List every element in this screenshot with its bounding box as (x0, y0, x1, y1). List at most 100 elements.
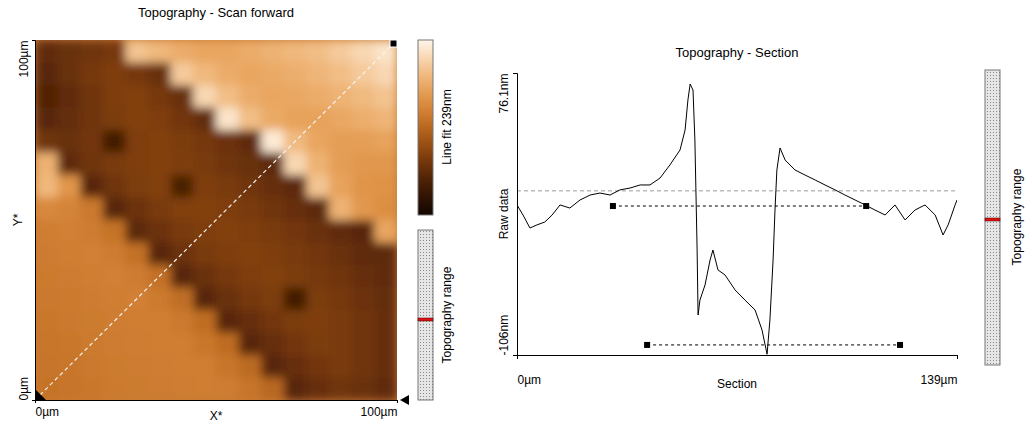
cell (35, 355, 58, 378)
tick-mark (397, 400, 398, 403)
cell (307, 220, 330, 243)
cell (374, 220, 397, 243)
cell (171, 378, 194, 401)
cell (307, 130, 330, 153)
y-axis-title: Raw data (497, 188, 511, 239)
cell (284, 220, 307, 243)
cell (126, 378, 149, 401)
cell (261, 40, 284, 63)
cell (284, 310, 307, 333)
cell (261, 63, 284, 86)
cell (329, 220, 352, 243)
cell (193, 85, 216, 108)
cell (80, 63, 103, 86)
cell (103, 288, 126, 311)
cell (329, 243, 352, 266)
cell (261, 355, 284, 378)
cell (307, 63, 330, 86)
range-label: Topography range (1010, 168, 1024, 265)
cell (58, 63, 81, 86)
cell (35, 288, 58, 311)
cell (374, 355, 397, 378)
cell (329, 378, 352, 401)
scan-indicator (400, 395, 409, 405)
cell (374, 63, 397, 86)
cell (171, 175, 194, 198)
cell (171, 153, 194, 176)
cell (80, 243, 103, 266)
chart-title: Topography - Scan forward (138, 5, 294, 20)
cell (374, 333, 397, 356)
cell (80, 355, 103, 378)
tick: 0µm (17, 377, 35, 401)
colorbar (418, 40, 433, 215)
cell (148, 153, 171, 176)
cell (103, 333, 126, 356)
cell (193, 243, 216, 266)
cell (103, 108, 126, 131)
cell (35, 85, 58, 108)
x-axis-title: X* (210, 409, 223, 423)
cell (103, 63, 126, 86)
cell (171, 130, 194, 153)
tick: 76.1nm (497, 74, 517, 114)
axis-line (518, 356, 958, 360)
cell (58, 220, 81, 243)
section-line (35, 40, 397, 400)
cell (374, 130, 397, 153)
range-widget: Topography range (985, 70, 1024, 365)
cell (261, 333, 284, 356)
tick: 100µm (361, 400, 398, 419)
cell (148, 198, 171, 221)
cell (329, 310, 352, 333)
tick: -106nm (497, 315, 517, 356)
cell (352, 130, 375, 153)
cell (171, 63, 194, 86)
cell (148, 378, 171, 401)
cell (58, 153, 81, 176)
tick: 139µm (921, 355, 958, 387)
cell (126, 265, 149, 288)
cell (148, 130, 171, 153)
cell (171, 310, 194, 333)
y-axis-title: Y* (11, 213, 25, 226)
figure: Topography - Scan forward0µm100µm0µm100µ… (0, 0, 1032, 425)
cell (126, 108, 149, 131)
colorbar-label: Line fit 239nm (440, 89, 454, 164)
cell (307, 40, 330, 63)
cell (239, 198, 262, 221)
cell (126, 175, 149, 198)
cell (148, 220, 171, 243)
cell (80, 130, 103, 153)
cell (216, 63, 239, 86)
cell (171, 40, 194, 63)
cell (216, 355, 239, 378)
cell (329, 63, 352, 86)
cell (329, 355, 352, 378)
cell (58, 175, 81, 198)
cell (329, 288, 352, 311)
cell (374, 153, 397, 176)
cell (352, 378, 375, 401)
cell (216, 243, 239, 266)
cell (193, 310, 216, 333)
cell (239, 63, 262, 86)
cell (193, 355, 216, 378)
cell (374, 378, 397, 401)
tick-mark (513, 73, 517, 74)
cell (193, 108, 216, 131)
cell (284, 288, 307, 311)
cell (216, 333, 239, 356)
cell (148, 175, 171, 198)
tick-label: 0µm (518, 373, 542, 387)
cell (126, 63, 149, 86)
cell (80, 220, 103, 243)
heatmap (35, 40, 397, 400)
range-widget: Topography range (418, 230, 454, 400)
cell (307, 310, 330, 333)
cell (148, 85, 171, 108)
cell (126, 40, 149, 63)
cell (35, 108, 58, 131)
cell (216, 108, 239, 131)
cell (80, 265, 103, 288)
